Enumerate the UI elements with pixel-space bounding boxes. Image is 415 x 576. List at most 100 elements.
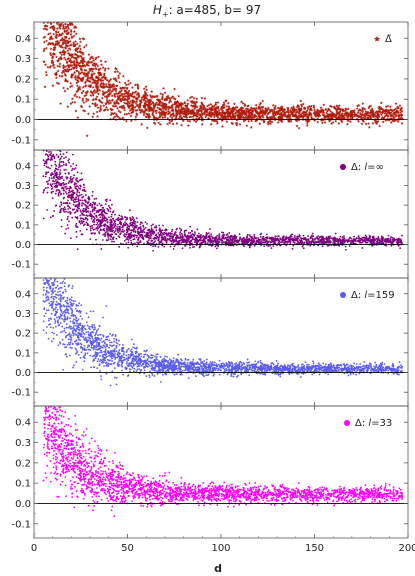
data-point xyxy=(43,143,45,145)
data-point xyxy=(54,10,57,13)
data-point xyxy=(67,191,70,194)
data-point xyxy=(134,108,138,112)
data-point xyxy=(59,44,63,47)
data-point xyxy=(321,245,324,248)
data-point xyxy=(55,26,59,30)
data-point xyxy=(69,81,73,85)
data-point xyxy=(303,113,307,117)
data-point xyxy=(247,119,251,123)
data-point xyxy=(62,11,65,14)
data-point xyxy=(384,105,388,109)
data-point xyxy=(98,232,101,235)
data-point xyxy=(76,217,79,220)
data-point xyxy=(72,26,76,29)
data-point xyxy=(43,6,46,9)
data-point xyxy=(44,160,47,163)
data-point xyxy=(70,176,72,178)
data-point xyxy=(118,245,121,248)
data-point xyxy=(100,101,104,104)
data-point xyxy=(226,233,229,235)
data-point xyxy=(53,136,55,138)
data-point xyxy=(130,94,134,98)
data-point xyxy=(159,233,162,236)
data-point xyxy=(81,75,85,79)
data-point xyxy=(71,167,74,170)
data-point xyxy=(294,114,298,118)
data-point xyxy=(62,86,66,90)
data-point xyxy=(222,236,225,238)
data-point xyxy=(48,140,50,142)
data-point xyxy=(65,29,69,33)
data-point xyxy=(136,241,138,244)
data-point xyxy=(145,96,149,100)
data-point xyxy=(81,97,85,101)
data-point xyxy=(122,86,126,90)
data-point xyxy=(169,119,173,123)
data-point xyxy=(53,210,56,212)
data-point xyxy=(337,241,340,243)
data-point xyxy=(388,105,392,109)
data-point xyxy=(63,2,66,5)
data-point xyxy=(168,118,172,122)
data-point xyxy=(103,108,107,112)
data-point xyxy=(56,2,59,5)
data-point xyxy=(243,245,245,248)
data-point xyxy=(385,241,388,244)
data-point xyxy=(153,95,157,98)
data-point xyxy=(179,108,183,112)
data-point xyxy=(51,25,55,29)
data-point xyxy=(209,238,212,241)
data-point xyxy=(178,233,181,236)
data-point xyxy=(376,239,379,242)
data-point xyxy=(88,79,92,83)
data-point xyxy=(296,240,299,242)
data-point xyxy=(80,105,84,109)
data-point xyxy=(65,156,67,159)
data-point xyxy=(325,109,329,113)
data-point xyxy=(364,122,368,126)
data-point xyxy=(289,119,293,123)
data-point xyxy=(95,89,99,92)
data-point xyxy=(56,146,58,148)
data-point xyxy=(57,13,60,16)
data-point xyxy=(205,108,209,112)
data-point xyxy=(198,114,202,118)
data-point xyxy=(266,111,270,115)
data-point xyxy=(142,87,146,90)
data-point xyxy=(111,240,113,243)
data-point xyxy=(61,13,64,16)
data-point xyxy=(259,235,262,238)
data-point xyxy=(44,187,47,189)
data-point xyxy=(131,229,134,232)
data-point xyxy=(381,111,385,115)
data-point xyxy=(114,92,118,96)
data-point xyxy=(333,115,337,119)
data-point xyxy=(139,111,143,114)
data-point xyxy=(348,245,351,247)
data-point xyxy=(261,112,265,116)
data-point xyxy=(98,220,101,223)
data-point xyxy=(264,106,268,110)
data-point xyxy=(239,100,243,104)
data-point xyxy=(170,109,174,112)
data-point xyxy=(99,100,103,104)
data-point xyxy=(166,94,170,98)
data-point xyxy=(261,115,265,119)
data-point xyxy=(263,112,267,116)
data-point xyxy=(134,223,136,225)
data-point xyxy=(187,234,189,237)
data-point xyxy=(103,67,107,71)
data-point xyxy=(185,106,189,110)
data-point xyxy=(179,104,183,108)
data-point xyxy=(254,111,258,115)
data-point xyxy=(253,233,256,236)
data-point xyxy=(91,227,94,229)
data-point xyxy=(317,240,320,242)
data-point xyxy=(253,244,256,247)
data-point xyxy=(361,239,364,242)
data-point xyxy=(76,190,79,192)
data-point xyxy=(145,93,149,97)
data-point xyxy=(142,228,145,231)
data-point xyxy=(79,54,83,58)
data-point xyxy=(85,63,89,67)
